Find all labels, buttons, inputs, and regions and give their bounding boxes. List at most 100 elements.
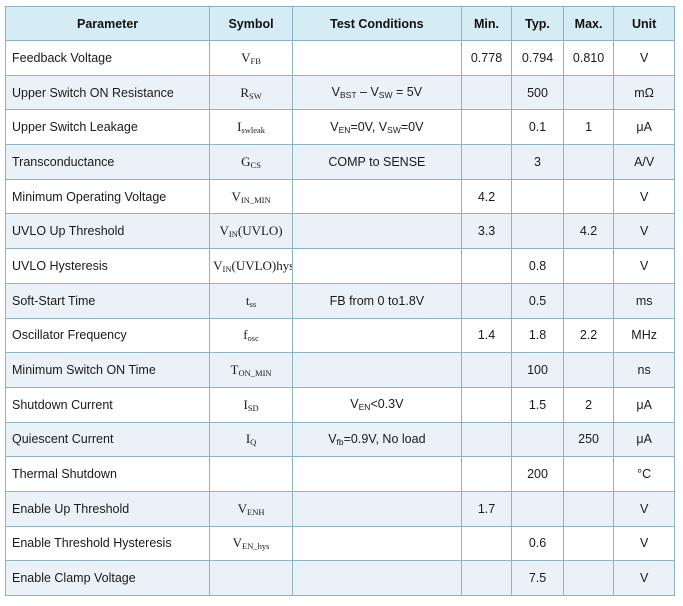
typ-cell: 0.1 bbox=[511, 109, 564, 146]
max-cell bbox=[562, 490, 615, 527]
unit-cell: V bbox=[613, 525, 675, 562]
conditions-cell bbox=[291, 456, 462, 492]
parameter-cell: Thermal Shutdown bbox=[4, 456, 211, 492]
typ-cell: 0.5 bbox=[511, 282, 564, 319]
conditions-cell bbox=[291, 352, 462, 388]
header-unit: Unit bbox=[613, 6, 675, 41]
parameter-cell: Transconductance bbox=[4, 144, 211, 180]
header-max: Max. bbox=[562, 6, 615, 41]
conditions-cell bbox=[291, 248, 462, 284]
symbol-cell: tss bbox=[209, 282, 293, 319]
symbol-cell: VIN_MIN bbox=[209, 178, 293, 215]
max-cell: 2 bbox=[562, 386, 615, 423]
min-cell bbox=[460, 386, 513, 423]
conditions-cell: VBST – VSW = 5V bbox=[291, 74, 462, 111]
table-row: Upper Switch ON Resistance RSW VBST – VS… bbox=[4, 74, 675, 111]
min-cell bbox=[460, 421, 513, 458]
conditions-cell: Vfb=0.9V, No load bbox=[291, 421, 462, 458]
typ-cell bbox=[511, 421, 564, 458]
symbol-cell: fosc bbox=[209, 317, 293, 354]
parameter-cell: Enable Up Threshold bbox=[4, 490, 211, 527]
symbol-cell: VEN_hys bbox=[209, 525, 293, 562]
parameter-cell: Minimum Switch ON Time bbox=[4, 352, 211, 388]
unit-cell: mΩ bbox=[613, 74, 675, 111]
max-cell bbox=[562, 352, 615, 388]
parameter-cell: UVLO Up Threshold bbox=[4, 213, 211, 250]
parameter-cell: Minimum Operating Voltage bbox=[4, 178, 211, 215]
parameter-cell: Upper Switch ON Resistance bbox=[4, 74, 211, 111]
symbol-cell: VIN(UVLO)hys bbox=[209, 248, 293, 284]
max-cell: 4.2 bbox=[562, 213, 615, 250]
symbol-cell: RSW bbox=[209, 74, 293, 111]
max-cell bbox=[562, 144, 615, 180]
typ-cell bbox=[511, 213, 564, 250]
parameter-cell: Feedback Voltage bbox=[4, 40, 211, 76]
typ-cell: 0.794 bbox=[511, 40, 564, 76]
min-cell bbox=[460, 352, 513, 388]
symbol-cell: VFB bbox=[209, 40, 293, 76]
max-cell bbox=[562, 456, 615, 492]
parameter-cell: Oscillator Frequency bbox=[4, 317, 211, 354]
symbol-cell: Iswleak bbox=[209, 109, 293, 146]
min-cell: 1.7 bbox=[460, 490, 513, 527]
conditions-cell bbox=[291, 213, 462, 250]
symbol-cell: GCS bbox=[209, 144, 293, 180]
typ-cell: 0.6 bbox=[511, 525, 564, 562]
max-cell bbox=[562, 560, 615, 596]
conditions-cell bbox=[291, 560, 462, 596]
unit-cell: μA bbox=[613, 386, 675, 423]
max-cell bbox=[562, 74, 615, 111]
min-cell bbox=[460, 282, 513, 319]
table-row: Oscillator Frequency fosc 1.4 1.8 2.2 MH… bbox=[4, 317, 675, 354]
symbol-cell: ISD bbox=[209, 386, 293, 423]
conditions-cell: FB from 0 to1.8V bbox=[291, 282, 462, 319]
min-cell: 3.3 bbox=[460, 213, 513, 250]
table-row: Transconductance GCS COMP to SENSE 3 A/V bbox=[4, 144, 675, 180]
typ-cell bbox=[511, 178, 564, 215]
max-cell bbox=[562, 248, 615, 284]
header-symbol: Symbol bbox=[209, 6, 293, 41]
min-cell bbox=[460, 560, 513, 596]
min-cell bbox=[460, 109, 513, 146]
header-parameter: Parameter bbox=[4, 6, 211, 41]
min-cell: 1.4 bbox=[460, 317, 513, 354]
parameter-cell: Enable Threshold Hysteresis bbox=[4, 525, 211, 562]
unit-cell: °C bbox=[613, 456, 675, 492]
max-cell: 2.2 bbox=[562, 317, 615, 354]
conditions-cell: VEN=0V, VSW=0V bbox=[291, 109, 462, 146]
table-row: Enable Threshold Hysteresis VEN_hys 0.6 … bbox=[4, 525, 675, 562]
table-row: Soft-Start Time tss FB from 0 to1.8V 0.5… bbox=[4, 282, 675, 319]
conditions-cell: VEN<0.3V bbox=[291, 386, 462, 423]
table-row: Feedback Voltage VFB 0.778 0.794 0.810 V bbox=[4, 40, 675, 76]
min-cell bbox=[460, 74, 513, 111]
typ-cell: 1.5 bbox=[511, 386, 564, 423]
parameter-cell: UVLO Hysteresis bbox=[4, 248, 211, 284]
header-test-conditions: Test Conditions bbox=[291, 6, 462, 41]
conditions-cell bbox=[291, 40, 462, 76]
unit-cell: μA bbox=[613, 421, 675, 458]
parameter-cell: Enable Clamp Voltage bbox=[4, 560, 211, 596]
max-cell: 1 bbox=[562, 109, 615, 146]
max-cell bbox=[562, 525, 615, 562]
min-cell bbox=[460, 144, 513, 180]
table-row: UVLO Hysteresis VIN(UVLO)hys 0.8 V bbox=[4, 248, 675, 284]
unit-cell: A/V bbox=[613, 144, 675, 180]
conditions-cell: COMP to SENSE bbox=[291, 144, 462, 180]
spec-table-container: Parameter Symbol Test Conditions Min. Ty… bbox=[4, 6, 675, 596]
min-cell: 4.2 bbox=[460, 178, 513, 215]
symbol-cell: TON_MIN bbox=[209, 352, 293, 388]
typ-cell: 200 bbox=[511, 456, 564, 492]
parameter-cell: Upper Switch Leakage bbox=[4, 109, 211, 146]
min-cell bbox=[460, 456, 513, 492]
table-row: Minimum Operating Voltage VIN_MIN 4.2 V bbox=[4, 178, 675, 215]
parameter-cell: Shutdown Current bbox=[4, 386, 211, 423]
typ-cell: 1.8 bbox=[511, 317, 564, 354]
typ-cell: 3 bbox=[511, 144, 564, 180]
parameter-cell: Quiescent Current bbox=[4, 421, 211, 458]
conditions-cell bbox=[291, 178, 462, 215]
symbol-cell bbox=[209, 560, 293, 596]
min-cell: 0.778 bbox=[460, 40, 513, 76]
max-cell bbox=[562, 178, 615, 215]
header-row: Parameter Symbol Test Conditions Min. Ty… bbox=[4, 6, 675, 41]
conditions-cell bbox=[291, 490, 462, 527]
